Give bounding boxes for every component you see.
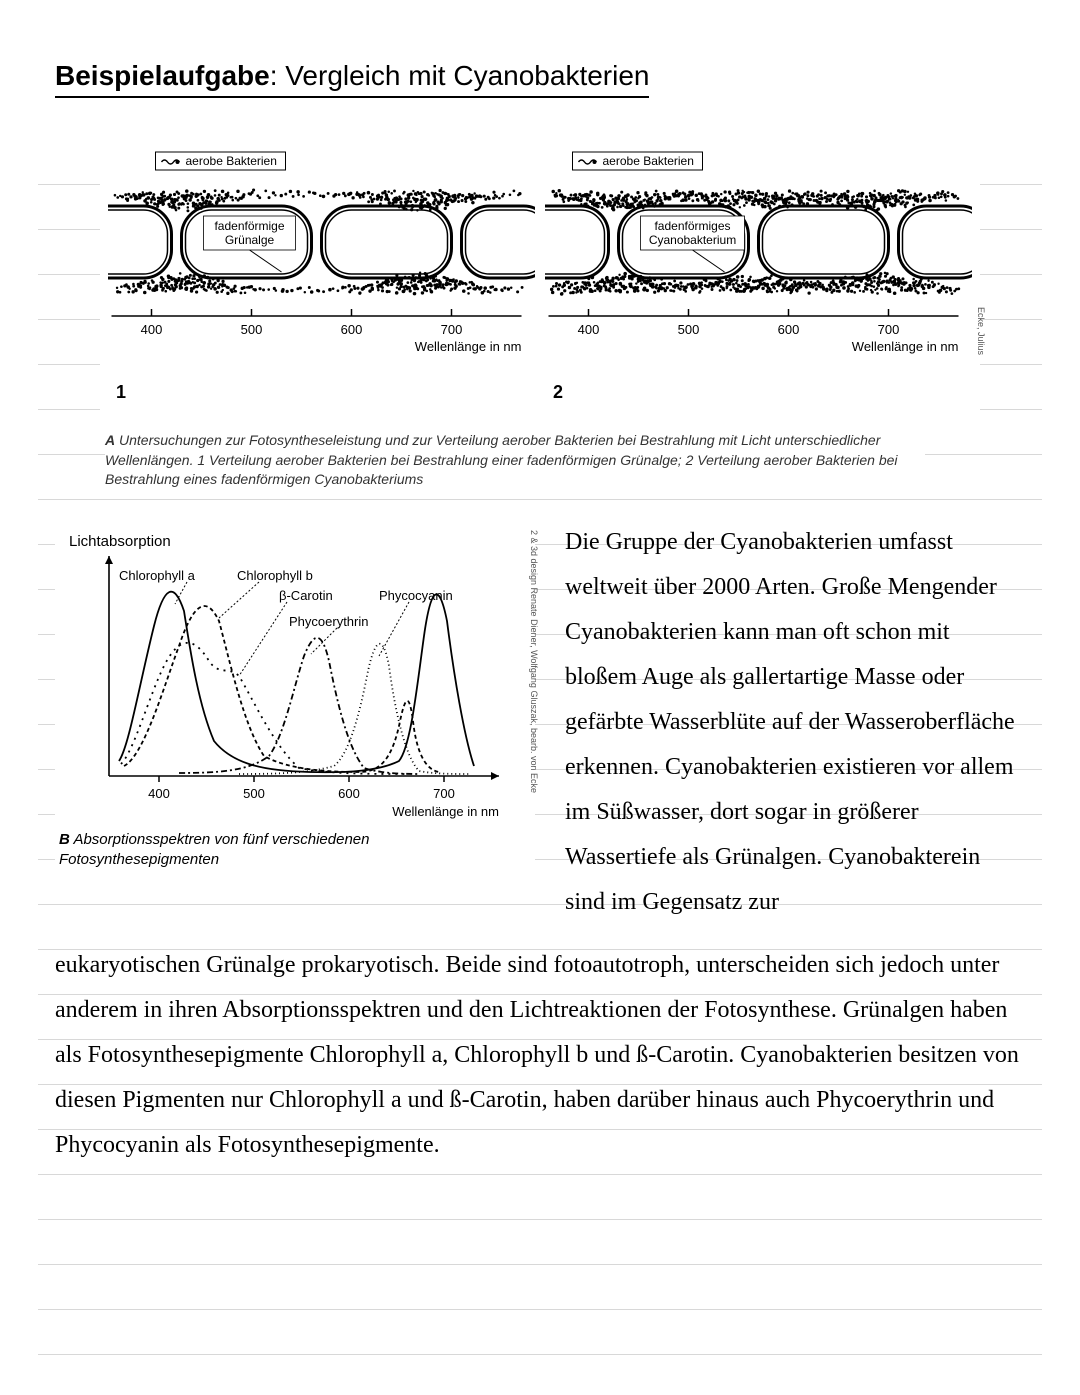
figure-a-caption: A Untersuchungen zur Fotosyntheseleistun…	[105, 431, 925, 490]
figure-b-caption-label: B	[59, 831, 70, 848]
fig-b-tick-0: 400	[148, 786, 170, 801]
lbl-phycoery: Phycoerythrin	[289, 614, 368, 629]
panel-1-legend: aerobe Bakterien	[186, 154, 277, 168]
panel-2-number: 2	[553, 382, 972, 403]
panel-1-center-l1: fadenförmige	[214, 219, 284, 233]
figure-a-panel-2: aerobe Bakterien fad	[545, 146, 972, 403]
panel-2-svg: aerobe Bakterien fad	[545, 146, 972, 376]
panel-2-tick-2: 600	[778, 322, 800, 337]
figure-b-caption-text: Absorptionsspektren von fünf verschieden…	[59, 831, 369, 868]
lbl-chl-b: Chlorophyll b	[237, 568, 313, 583]
side-paragraph: Die Gruppe der Cyanobakterien umfasst we…	[565, 520, 1025, 925]
row-fig-b-and-text: Lichtabsorption 400 500 600 700 Wellenlä…	[55, 520, 1025, 925]
curve-beta-carotin	[121, 643, 409, 774]
figure-a-panel-1: aerobe Bakterien	[108, 146, 535, 403]
fig-b-tick-3: 700	[433, 786, 455, 801]
panel-1-center-l2: Grünalge	[225, 233, 275, 247]
panel-2-center-l1: fadenförmiges	[654, 219, 730, 233]
title-rest: : Vergleich mit Cyanobakterien	[270, 60, 650, 91]
lbl-beta: β-Carotin	[279, 588, 333, 603]
page-title: Beispielaufgabe: Vergleich mit Cyanobakt…	[55, 60, 649, 98]
figure-a-caption-text: Untersuchungen zur Fotosyntheseleistung …	[105, 432, 898, 487]
figure-b-svg: Lichtabsorption 400 500 600 700 Wellenlä…	[59, 526, 529, 826]
body-paragraph: eukaryotischen Grünalge prokaryotisch. B…	[55, 943, 1025, 1168]
figure-b-caption: B Absorptionsspektren von fünf verschied…	[59, 830, 531, 871]
fig-b-tick-2: 600	[338, 786, 360, 801]
figure-b-credit: 2 & 3d design Renate Diener, Wolfgang Gl…	[529, 530, 539, 793]
figure-b: Lichtabsorption 400 500 600 700 Wellenlä…	[55, 520, 535, 877]
panel-1-tick-2: 600	[341, 322, 363, 337]
panel-1-xlabel: Wellenlänge in nm	[415, 339, 522, 354]
figure-a-credit: Ecke, Julius	[976, 307, 986, 355]
figure-a: aerobe Bakterien	[100, 138, 980, 415]
curve-phycocyanin	[239, 644, 469, 774]
panel-2-tick-3: 700	[878, 322, 900, 337]
figure-a-caption-label: A	[105, 432, 115, 448]
panel-2-xlabel: Wellenlänge in nm	[852, 339, 959, 354]
panel-2-center-l2: Cyanobakterium	[649, 233, 736, 247]
panel-2-legend: aerobe Bakterien	[603, 154, 694, 168]
fig-b-xlabel: Wellenlänge in nm	[392, 804, 499, 819]
panel-1-tick-0: 400	[141, 322, 163, 337]
title-prefix: Beispielaufgabe	[55, 60, 270, 91]
curve-phycoerythrin	[179, 638, 419, 774]
panel-2-tick-1: 500	[678, 322, 700, 337]
fig-b-tick-1: 500	[243, 786, 265, 801]
panel-1-tick-1: 500	[241, 322, 263, 337]
figure-a-panels: aerobe Bakterien	[108, 146, 972, 403]
lbl-phycocy: Phycocyanin	[379, 588, 453, 603]
panel-2-tick-0: 400	[578, 322, 600, 337]
fig-b-ylabel: Lichtabsorption	[69, 533, 171, 550]
panel-1-number: 1	[116, 382, 535, 403]
panel-1-svg: aerobe Bakterien	[108, 146, 535, 376]
lbl-chl-a: Chlorophyll a	[119, 568, 196, 583]
page-content: Beispielaufgabe: Vergleich mit Cyanobakt…	[55, 60, 1025, 1168]
panel-1-tick-3: 700	[441, 322, 463, 337]
